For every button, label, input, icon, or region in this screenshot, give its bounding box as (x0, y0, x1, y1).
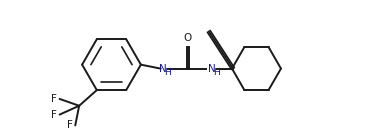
Text: O: O (183, 33, 192, 43)
Text: H: H (164, 69, 171, 77)
Text: F: F (67, 120, 73, 130)
Text: F: F (51, 110, 57, 120)
Text: F: F (51, 94, 57, 104)
Text: N: N (208, 64, 215, 74)
Text: H: H (213, 69, 220, 77)
Text: N: N (159, 64, 166, 74)
